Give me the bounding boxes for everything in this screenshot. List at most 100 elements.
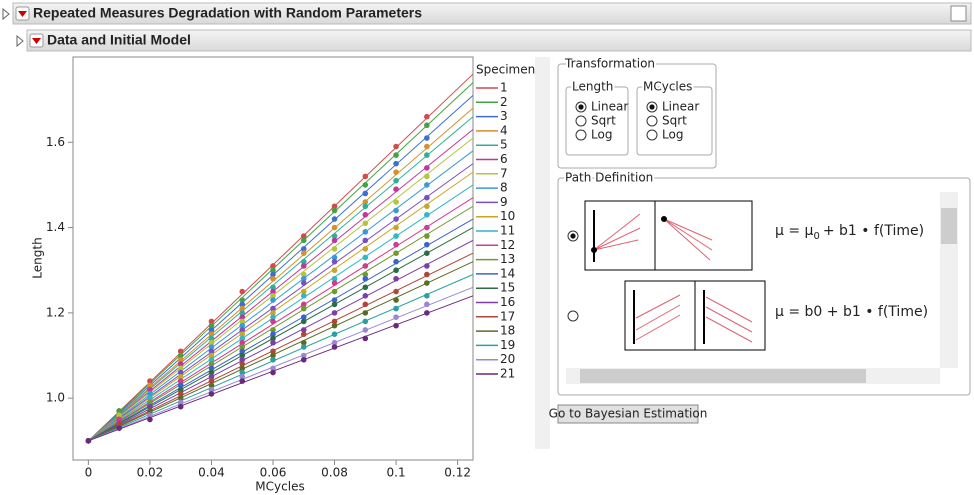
legend-label: 14: [500, 266, 515, 280]
disclosure[interactable]: [2, 7, 10, 21]
group-title: Transformation: [564, 57, 655, 71]
data-point: [424, 194, 430, 201]
radio-label[interactable]: Sqrt: [662, 114, 687, 128]
data-point: [300, 293, 307, 299]
data-point: [208, 356, 215, 363]
data-point: [300, 331, 307, 337]
data-point: [331, 344, 338, 350]
data-point: [239, 335, 246, 342]
data-point: [424, 135, 430, 141]
data-point: [331, 216, 338, 222]
data-point: [270, 288, 276, 295]
data-point: [300, 250, 307, 256]
data-point: [270, 297, 276, 303]
radio-label[interactable]: Sqrt: [591, 114, 616, 128]
radio-label[interactable]: Linear: [591, 100, 628, 114]
x-tick-label: 0.06: [260, 466, 287, 480]
x-axis-label: MCycles: [255, 480, 304, 494]
radio-label[interactable]: Log: [662, 128, 683, 142]
data-point: [424, 152, 430, 158]
button-label[interactable]: Go to Bayesian Estimation: [549, 407, 708, 421]
data-point: [116, 408, 122, 414]
data-point: [424, 182, 430, 188]
data-point: [393, 216, 399, 222]
data-point: [393, 160, 399, 167]
data-point: [208, 369, 215, 376]
data-point: [270, 310, 276, 316]
formula-part: μ = μ: [775, 223, 814, 239]
radio-button[interactable]: [646, 115, 658, 127]
data-point: [177, 361, 184, 367]
scroll-thumb[interactable]: [941, 208, 957, 244]
pin-button[interactable]: [950, 5, 967, 22]
data-point: [331, 301, 338, 308]
data-point: [362, 190, 369, 197]
data-point: [85, 438, 92, 444]
x-tick-label: 0.12: [444, 466, 471, 480]
data-point: [270, 271, 276, 278]
data-point: [208, 322, 215, 329]
data-point: [331, 237, 338, 244]
data-point: [393, 199, 399, 205]
x-tick-label: 0.1: [387, 466, 406, 480]
data-point: [208, 318, 215, 325]
data-point: [208, 327, 215, 333]
data-point: [270, 267, 276, 274]
data-point: [362, 229, 369, 235]
radio-label[interactable]: Log: [591, 128, 612, 142]
data-point: [270, 356, 276, 363]
data-point: [331, 246, 338, 252]
fit-line: [88, 116, 474, 442]
data-point: [393, 241, 399, 248]
data-point: [208, 374, 215, 380]
fit-line: [88, 218, 474, 442]
legend-label: 7: [500, 166, 508, 180]
legend-label: 9: [500, 195, 508, 209]
scroll-thumb[interactable]: [580, 369, 866, 383]
y-axis-label: Length: [31, 237, 45, 278]
data-point: [239, 305, 246, 312]
data-point: [424, 301, 430, 308]
radio-button[interactable]: [567, 310, 579, 322]
data-point: [300, 305, 307, 312]
formula: μ = μ0 + b1 • f(Time): [775, 223, 924, 242]
formula: μ = b0 + b1 • f(Time): [775, 304, 928, 320]
data-point: [393, 305, 399, 312]
data-point: [331, 297, 338, 303]
radio-button[interactable]: [575, 115, 587, 127]
data-point: [424, 211, 430, 218]
data-point: [177, 365, 184, 372]
data-point: [208, 335, 215, 342]
radio-label[interactable]: Linear: [662, 100, 699, 114]
data-point: [300, 356, 307, 363]
data-point: [362, 301, 369, 308]
data-point: [208, 331, 215, 337]
disclosure[interactable]: [16, 34, 24, 48]
data-point: [331, 233, 338, 239]
data-point: [239, 339, 246, 346]
data-point: [147, 378, 153, 384]
data-point: [239, 352, 246, 359]
fit-line: [88, 252, 474, 442]
data-point: [300, 339, 307, 346]
radio-button[interactable]: [646, 129, 658, 141]
legend-label: 12: [500, 238, 515, 252]
fit-line: [88, 95, 474, 442]
data-point: [362, 271, 369, 278]
data-point: [177, 382, 184, 389]
data-point: [239, 378, 246, 384]
legend-label: 11: [500, 224, 515, 238]
radio-button[interactable]: [575, 129, 587, 141]
menu-icon: [32, 38, 41, 44]
legend-label: 4: [500, 123, 508, 137]
data-point: [239, 374, 246, 380]
data-point: [331, 267, 338, 274]
formula-part: 0: [813, 231, 819, 242]
scrollbar[interactable]: [535, 57, 550, 449]
data-point: [300, 327, 307, 333]
data-point: [177, 356, 184, 363]
data-point: [300, 318, 307, 325]
data-point: [147, 408, 153, 414]
group-box: [557, 63, 717, 169]
button[interactable]: [557, 404, 699, 424]
